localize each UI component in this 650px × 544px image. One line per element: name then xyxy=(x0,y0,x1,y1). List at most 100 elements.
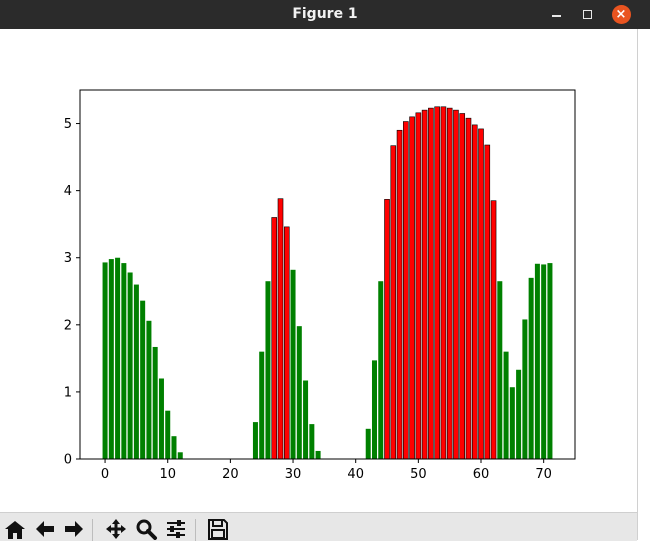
chart-bar xyxy=(541,264,547,459)
chart-bar xyxy=(446,107,453,460)
chart-bar xyxy=(378,281,384,459)
x-tick-label: 20 xyxy=(222,467,239,482)
chart-bar xyxy=(259,351,265,459)
chart-bar xyxy=(102,262,108,459)
chart-bar xyxy=(453,109,459,460)
chart-bar xyxy=(365,428,371,459)
configure-subplots-icon xyxy=(167,520,185,538)
chart-bar xyxy=(165,410,171,459)
navigation-toolbar xyxy=(0,512,637,541)
back-arrow-icon xyxy=(36,521,54,537)
pan-button[interactable] xyxy=(103,518,129,544)
bar-chart: 0 10 20 30 40 50 60 70 0 1 2 3 4 5 xyxy=(64,89,576,482)
zoom-button[interactable] xyxy=(133,518,159,544)
chart-bar xyxy=(252,422,258,459)
chart-bar xyxy=(516,369,522,459)
forward-button[interactable] xyxy=(61,518,87,544)
chart-bar xyxy=(271,217,278,460)
chart-bar xyxy=(421,109,428,460)
chart-bar xyxy=(315,450,321,459)
x-tick-label: 60 xyxy=(473,467,490,482)
y-axis-ticks: 0 1 2 3 4 5 xyxy=(64,117,80,468)
chart-bar xyxy=(296,326,302,459)
chart-bar xyxy=(490,200,497,460)
y-tick-label: 2 xyxy=(64,318,72,333)
y-tick-label: 5 xyxy=(64,117,72,132)
forward-arrow-icon xyxy=(65,521,83,537)
y-tick-label: 1 xyxy=(64,385,72,400)
configure-subplots-button[interactable] xyxy=(163,518,189,544)
chart-bar xyxy=(403,121,409,460)
chart-bar xyxy=(509,387,515,459)
window-title: Figure 1 xyxy=(292,6,358,22)
chart-bar xyxy=(396,129,403,460)
chart-bar xyxy=(384,199,390,460)
chart-bar xyxy=(115,257,121,459)
x-tick-label: 50 xyxy=(410,467,427,482)
x-tick-label: 0 xyxy=(101,467,109,482)
chart-bar xyxy=(522,319,528,459)
figure-canvas: 0 10 20 30 40 50 60 70 0 1 2 3 4 5 xyxy=(0,29,637,512)
y-tick-label: 4 xyxy=(64,184,72,199)
x-axis-ticks: 0 10 20 30 40 50 60 70 xyxy=(101,459,552,482)
chart-bar xyxy=(478,128,484,460)
maximize-button[interactable] xyxy=(575,0,599,29)
chart-bar xyxy=(121,263,127,459)
chart-bar xyxy=(547,263,553,459)
minimize-icon xyxy=(551,14,561,17)
chart-bar xyxy=(390,145,397,460)
chart-bar xyxy=(465,117,472,460)
pan-icon xyxy=(106,519,126,539)
chart-bar xyxy=(528,277,534,459)
chart-bar xyxy=(484,144,491,460)
chart-bar xyxy=(140,300,146,459)
toolbar-separator xyxy=(92,519,93,541)
x-tick-label: 70 xyxy=(535,467,552,482)
home-button[interactable] xyxy=(2,518,28,544)
close-icon: × xyxy=(611,5,631,24)
zoom-icon xyxy=(136,519,157,540)
chart-bar xyxy=(290,269,296,459)
chart-bar xyxy=(108,259,114,459)
home-icon xyxy=(5,521,25,539)
chart-bar xyxy=(277,198,284,460)
window-titlebar[interactable]: Figure 1 × xyxy=(0,0,650,29)
chart-bar xyxy=(158,378,164,459)
chart-bar xyxy=(415,112,422,460)
chart-bar xyxy=(434,106,440,460)
chart-bar xyxy=(503,351,509,459)
maximize-icon xyxy=(582,10,592,19)
x-tick-label: 40 xyxy=(347,467,364,482)
minimize-button[interactable] xyxy=(544,0,568,29)
chart-bar xyxy=(283,226,290,460)
chart-bar xyxy=(133,284,139,459)
save-icon xyxy=(208,519,228,540)
y-tick-label: 3 xyxy=(64,251,72,266)
chart-bar xyxy=(177,452,183,459)
chart-bar xyxy=(440,106,447,460)
chart-bar xyxy=(471,124,478,460)
toolbar-separator xyxy=(195,519,196,541)
x-tick-label: 10 xyxy=(159,467,176,482)
window-border xyxy=(637,29,650,540)
chart-bar xyxy=(152,346,158,459)
x-tick-label: 30 xyxy=(285,467,302,482)
chart-bar xyxy=(146,320,152,459)
chart-bar xyxy=(265,281,271,459)
chart-bar xyxy=(309,424,315,459)
chart-bar xyxy=(534,263,540,459)
y-tick-label: 0 xyxy=(64,453,72,468)
axes-frame xyxy=(79,89,576,460)
chart-bar xyxy=(371,360,377,459)
chart-bar xyxy=(459,113,466,460)
close-button[interactable]: × xyxy=(609,0,633,29)
chart-bar xyxy=(409,116,415,460)
bar-group xyxy=(102,106,553,460)
chart-bar xyxy=(428,107,434,460)
back-button[interactable] xyxy=(32,518,58,544)
save-button[interactable] xyxy=(205,518,231,544)
chart-bar xyxy=(497,281,503,459)
chart-bar xyxy=(303,380,309,459)
chart-bar xyxy=(127,272,133,459)
chart-bar xyxy=(171,436,177,459)
